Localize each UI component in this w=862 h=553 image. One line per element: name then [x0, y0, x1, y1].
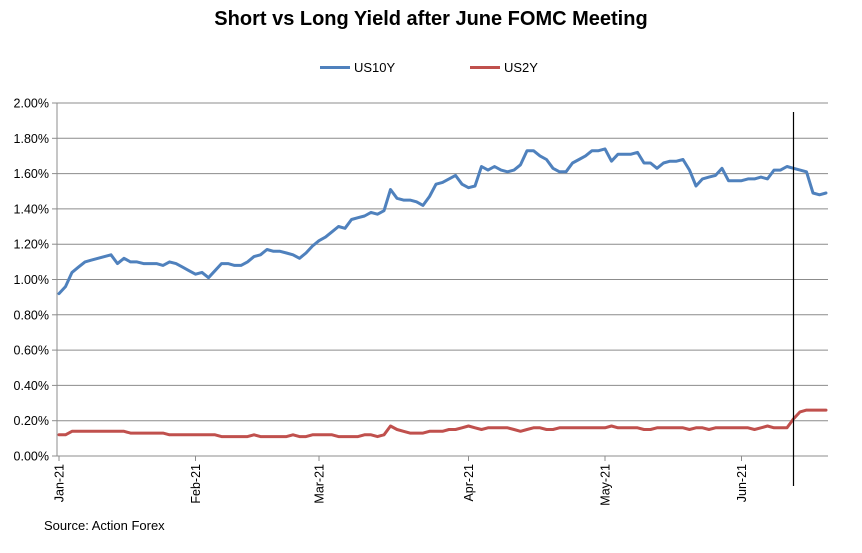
series-lines — [57, 147, 828, 439]
x-tick-label: Jan-21 — [53, 464, 67, 502]
x-tick-label: Feb-21 — [189, 464, 203, 504]
y-tick-label: 1.40% — [14, 202, 49, 216]
legend-label-us10y: US10Y — [354, 60, 396, 75]
x-axis: Jan-21 Feb-21 Mar-21 Apr-21 May-21 Jun-21 — [53, 455, 828, 506]
legend-swatch-us2y — [470, 66, 500, 69]
legend-item-us2y: US2Y — [470, 60, 538, 75]
source-note: Source: Action Forex — [44, 518, 165, 533]
y-axis: 0.00% 0.20% 0.40% 0.60% 0.80% 1.00% 1.20% 1.40%… — [14, 97, 58, 464]
y-tick-label: 0.20% — [14, 414, 49, 428]
y-tick-label: 0.00% — [14, 450, 49, 464]
legend: US10Y US2Y — [0, 60, 862, 80]
x-tick-label: Mar-21 — [313, 464, 327, 504]
y-tick-label: 1.80% — [14, 132, 49, 146]
series-line-us2y — [57, 408, 828, 439]
y-tick-label: 1.20% — [14, 238, 49, 252]
legend-item-us10y: US10Y — [320, 60, 395, 75]
chart-title: Short vs Long Yield after June FOMC Meet… — [214, 8, 648, 30]
y-tick-label: 1.00% — [14, 273, 49, 287]
x-tick-label: Apr-21 — [462, 464, 476, 502]
y-tick-label: 2.00% — [14, 97, 49, 111]
y-tick-label: 0.60% — [14, 344, 49, 358]
x-tick-label: May-21 — [599, 464, 613, 506]
y-tick-label: 0.40% — [14, 379, 49, 393]
legend-swatch-us10y — [320, 66, 350, 69]
legend-label-us2y: US2Y — [504, 60, 538, 75]
y-tick-label: 1.60% — [14, 167, 49, 181]
series-line-us10y — [57, 147, 828, 296]
gridlines — [57, 102, 828, 457]
x-tick-label: Jun-21 — [735, 464, 749, 502]
y-tick-label: 0.80% — [14, 308, 49, 322]
